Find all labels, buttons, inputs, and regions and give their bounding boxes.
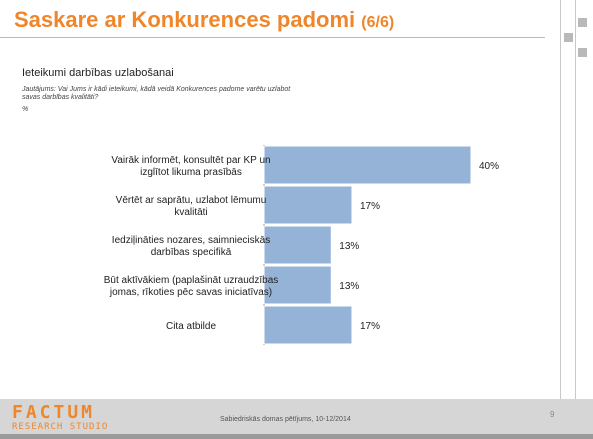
decorative-square xyxy=(564,33,573,42)
data-label: 17% xyxy=(360,201,380,212)
unit-note: % xyxy=(22,106,29,113)
logo-subtext: RESEARCH STUDIO xyxy=(12,422,109,432)
category-label: Vairāk informēt, konsultēt par KP un izgl… xyxy=(111,155,270,178)
bar xyxy=(263,225,332,265)
category-label: Vērtēt ar saprātu, uzlabot lēmumu kvalitā… xyxy=(116,195,267,218)
data-label: 13% xyxy=(339,281,359,292)
page-number: 9 xyxy=(550,410,555,419)
bar xyxy=(263,185,353,225)
question-text: Jautājums: Vai Jums ir kādi ieteikumi, k… xyxy=(22,86,291,101)
decorative-square xyxy=(578,48,587,57)
bar xyxy=(263,265,332,305)
page-title: Saskare ar Konkurences padomi (6/6) xyxy=(14,7,394,33)
category-label: Cita atbilde xyxy=(166,321,216,332)
footer-text: Sabiedriskās domas pētījums, 10-12/2014 xyxy=(220,416,351,423)
bar xyxy=(263,305,353,345)
category-label: Būt aktīvākiem (paplašināt uzraudzības jo… xyxy=(104,275,279,298)
title-text: Saskare ar Konkurences padomi xyxy=(14,7,356,32)
data-label: 17% xyxy=(360,321,380,332)
decorative-line xyxy=(560,0,561,400)
logo-text: FACTUM xyxy=(12,402,96,423)
category-label: Iedziļināties nozares, saimnieciskās darb… xyxy=(112,235,270,258)
footer xyxy=(0,399,593,439)
data-label: 40% xyxy=(479,161,499,172)
bar xyxy=(263,145,472,185)
chart-subtitle: Ieteikumi darbības uzlabošanai xyxy=(22,67,174,79)
decorative-line xyxy=(575,0,576,400)
decorative-square xyxy=(578,18,587,27)
logo: FACTUM RESEARCH STUDIO xyxy=(12,404,142,436)
title-counter: (6/6) xyxy=(361,14,395,31)
data-label: 13% xyxy=(339,241,359,252)
footer-bar xyxy=(0,434,593,439)
title-divider xyxy=(0,37,545,38)
